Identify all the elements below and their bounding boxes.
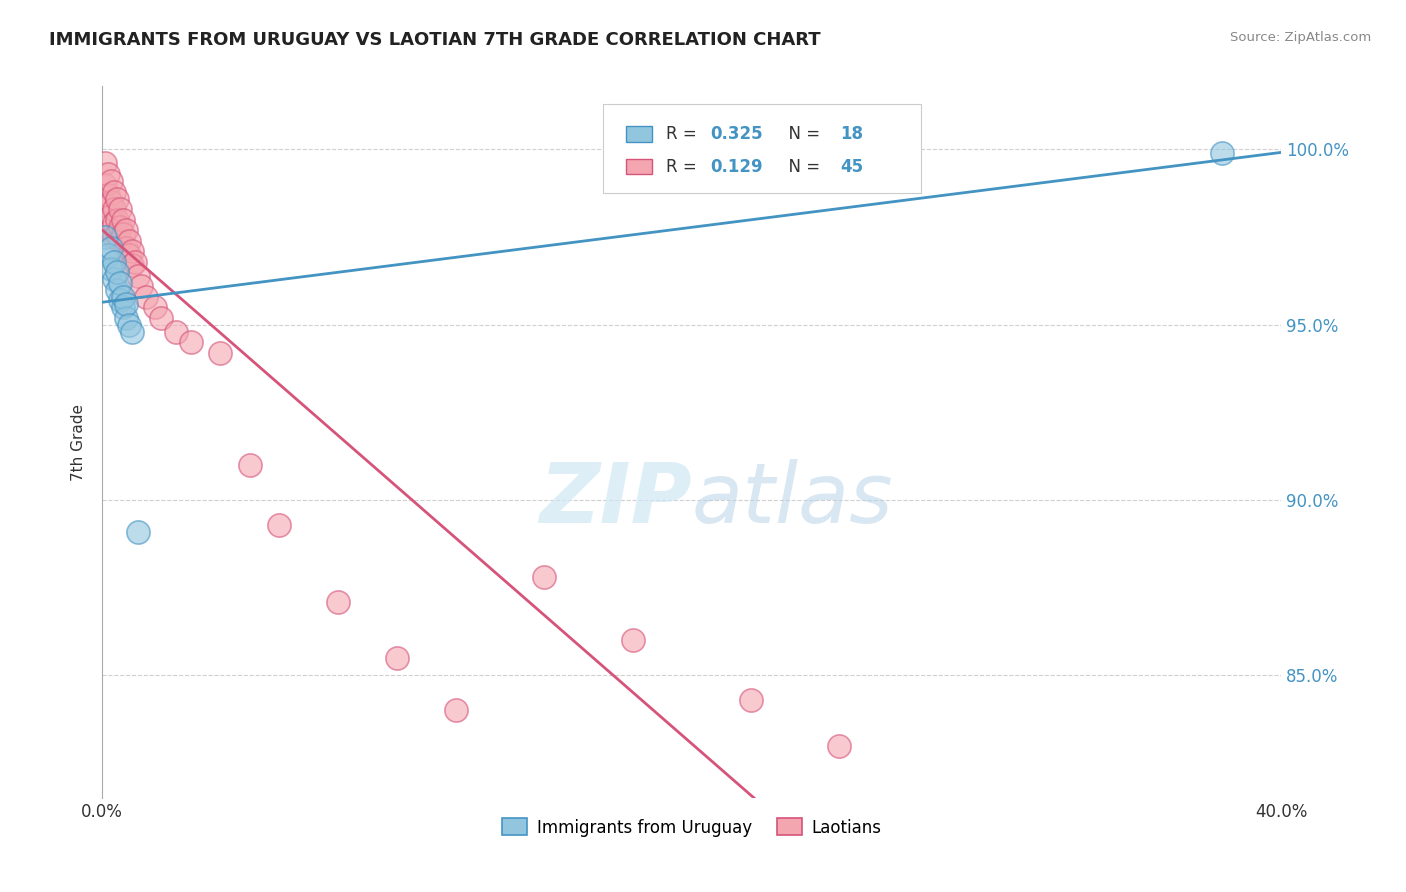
FancyBboxPatch shape bbox=[603, 104, 921, 194]
Text: 0.325: 0.325 bbox=[710, 125, 763, 143]
Point bbox=[1211, 146, 1233, 161]
Text: 45: 45 bbox=[841, 158, 863, 176]
Point bbox=[533, 570, 555, 584]
Point bbox=[100, 241, 122, 255]
Point bbox=[114, 223, 136, 237]
Text: N =: N = bbox=[778, 158, 825, 176]
Point bbox=[121, 258, 143, 272]
Point bbox=[105, 227, 128, 241]
Point bbox=[103, 272, 125, 286]
Point bbox=[180, 335, 202, 350]
Point bbox=[108, 293, 131, 308]
Point bbox=[118, 318, 141, 332]
Point bbox=[124, 254, 146, 268]
FancyBboxPatch shape bbox=[626, 126, 651, 142]
FancyBboxPatch shape bbox=[626, 159, 651, 175]
Y-axis label: 7th Grade: 7th Grade bbox=[72, 404, 86, 481]
Point bbox=[121, 325, 143, 339]
Point bbox=[103, 216, 125, 230]
Point bbox=[100, 209, 122, 223]
Point bbox=[108, 234, 131, 248]
Point bbox=[105, 265, 128, 279]
Point bbox=[114, 297, 136, 311]
Point bbox=[103, 202, 125, 216]
Point bbox=[111, 212, 134, 227]
Point bbox=[94, 230, 117, 244]
Point bbox=[108, 276, 131, 290]
Point bbox=[129, 279, 152, 293]
Point bbox=[828, 739, 851, 753]
Point bbox=[100, 261, 122, 276]
Point bbox=[103, 254, 125, 268]
Text: IMMIGRANTS FROM URUGUAY VS LAOTIAN 7TH GRADE CORRELATION CHART: IMMIGRANTS FROM URUGUAY VS LAOTIAN 7TH G… bbox=[49, 31, 821, 49]
Point bbox=[100, 223, 122, 237]
Point bbox=[111, 300, 134, 314]
Point bbox=[111, 227, 134, 241]
Point bbox=[114, 310, 136, 325]
Point bbox=[209, 346, 232, 360]
Text: ZIP: ZIP bbox=[538, 458, 692, 540]
Point bbox=[100, 195, 122, 210]
Legend: Immigrants from Uruguay, Laotians: Immigrants from Uruguay, Laotians bbox=[495, 812, 889, 843]
Point bbox=[121, 244, 143, 259]
Point bbox=[108, 219, 131, 234]
Point bbox=[385, 651, 408, 665]
Text: N =: N = bbox=[778, 125, 825, 143]
Point bbox=[97, 188, 120, 202]
Point bbox=[150, 310, 173, 325]
Point bbox=[135, 290, 157, 304]
Point bbox=[97, 247, 120, 261]
Point bbox=[118, 234, 141, 248]
Point bbox=[108, 202, 131, 216]
Point bbox=[100, 174, 122, 188]
Text: R =: R = bbox=[665, 158, 702, 176]
Text: Source: ZipAtlas.com: Source: ZipAtlas.com bbox=[1230, 31, 1371, 45]
Point bbox=[127, 268, 149, 283]
Point bbox=[143, 300, 166, 314]
Point bbox=[94, 178, 117, 192]
Point bbox=[621, 633, 644, 648]
Point bbox=[105, 212, 128, 227]
Point bbox=[105, 283, 128, 297]
Point bbox=[103, 185, 125, 199]
Point bbox=[127, 524, 149, 539]
Point bbox=[94, 156, 117, 170]
Point bbox=[444, 704, 467, 718]
Point bbox=[267, 517, 290, 532]
Point bbox=[111, 290, 134, 304]
Point bbox=[105, 192, 128, 206]
Point bbox=[114, 241, 136, 255]
Point bbox=[103, 230, 125, 244]
Point bbox=[740, 693, 762, 707]
Text: R =: R = bbox=[665, 125, 702, 143]
Point bbox=[165, 325, 187, 339]
Point bbox=[238, 458, 260, 472]
Text: 18: 18 bbox=[841, 125, 863, 143]
Point bbox=[97, 198, 120, 212]
Text: 0.129: 0.129 bbox=[710, 158, 763, 176]
Point bbox=[97, 167, 120, 181]
Point bbox=[326, 595, 349, 609]
Point bbox=[118, 247, 141, 261]
Text: atlas: atlas bbox=[692, 458, 893, 540]
